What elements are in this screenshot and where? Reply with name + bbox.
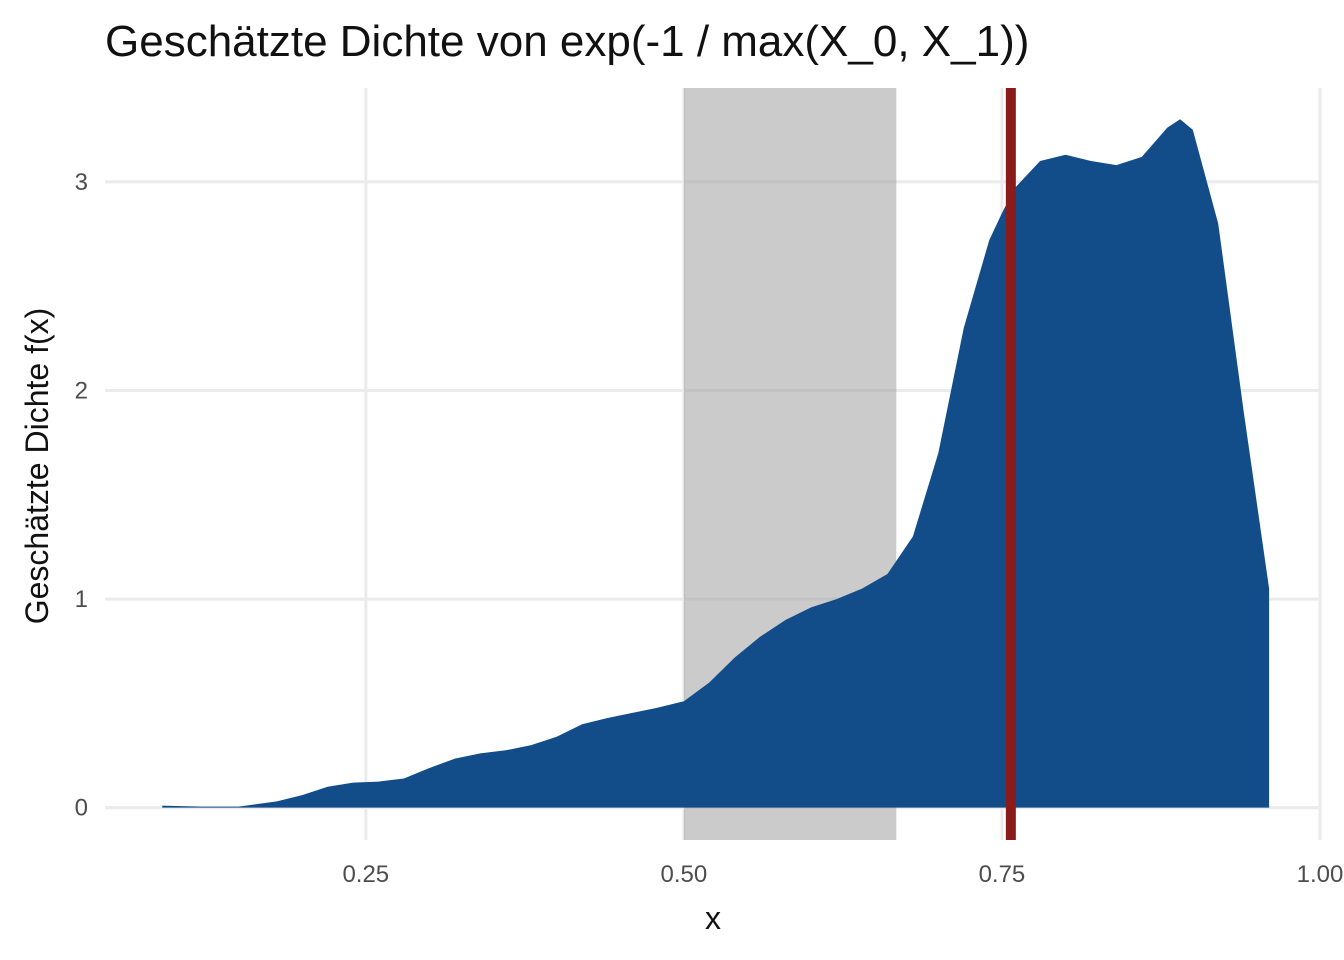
plot-area: 0.25 0.50 0.75 1.00 0 1 2 3 (75, 88, 1344, 888)
y-tick-label-1: 1 (75, 586, 88, 613)
y-axis-title: Geschätzte Dichte f(x) (19, 308, 55, 625)
density-area (162, 119, 1270, 808)
x-tick-label-3: 1.00 (1297, 861, 1344, 888)
y-tick-label-3: 3 (75, 169, 88, 196)
x-tick-label-1: 0.50 (661, 861, 708, 888)
density-series-layer (162, 119, 1270, 808)
y-tick-label-2: 2 (75, 377, 88, 404)
y-tick-label-0: 0 (75, 795, 88, 822)
tick-labels: 0.25 0.50 0.75 1.00 0 1 2 3 (75, 169, 1344, 888)
x-tick-label-0: 0.25 (342, 861, 389, 888)
chart-title: Geschätzte Dichte von exp(-1 / max(X_0, … (105, 17, 1029, 66)
x-tick-label-2: 0.75 (979, 861, 1026, 888)
x-axis-title: x (705, 900, 721, 936)
